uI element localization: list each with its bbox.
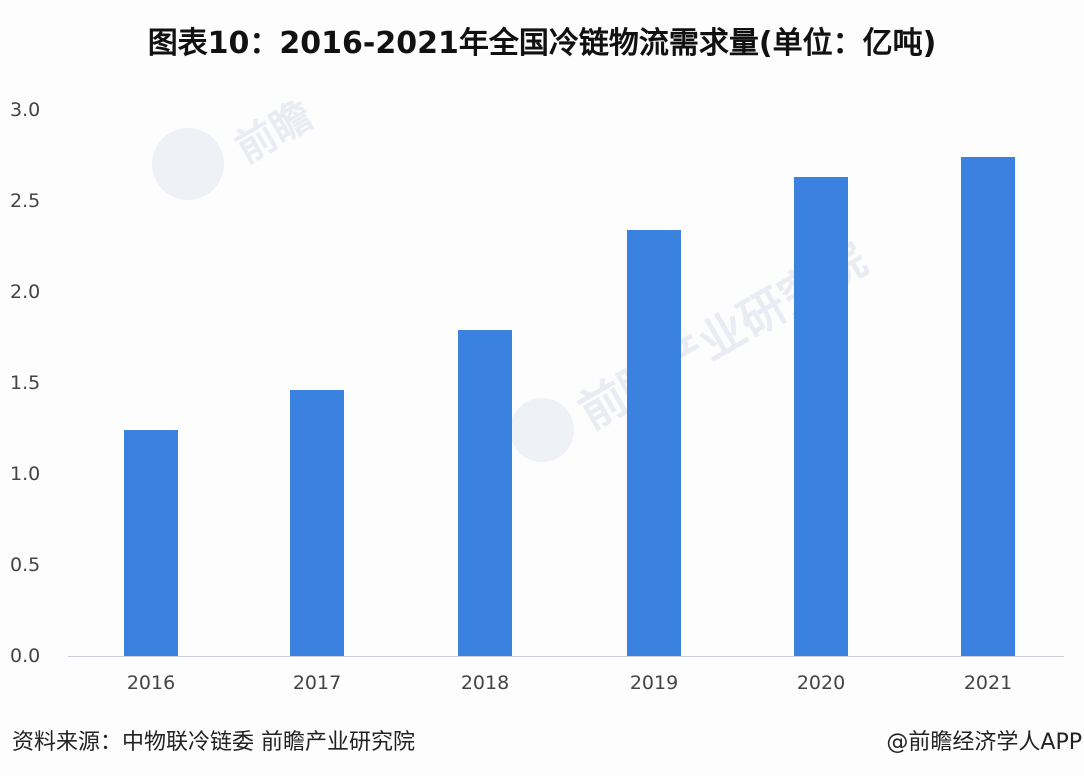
credit-note: @前瞻经济学人APP	[886, 730, 1082, 755]
chart-title: 图表10：2016-2021年全国冷链物流需求量(单位：亿吨)	[147, 26, 937, 61]
y-tick-label: 1.0	[10, 463, 41, 485]
x-tick-label: 2019	[629, 672, 679, 694]
y-tick-label: 0.0	[10, 645, 41, 667]
x-axis-line	[68, 656, 1064, 657]
bar-2018	[458, 330, 512, 656]
watermark-logo-text: 前瞻	[227, 92, 321, 173]
bar-2021	[961, 157, 1015, 656]
y-tick-label: 0.5	[10, 554, 41, 576]
bar-2020	[794, 177, 848, 656]
y-tick-label: 2.5	[10, 190, 41, 212]
bar-2016	[124, 430, 178, 656]
x-tick-label: 2020	[796, 672, 846, 694]
y-tick-label: 3.0	[10, 99, 41, 121]
watermark-logo-icon-2	[510, 398, 574, 462]
bar-2019	[627, 230, 681, 656]
source-note: 资料来源：中物联冷链委 前瞻产业研究院	[12, 730, 415, 755]
bar-2017	[290, 390, 344, 656]
x-tick-label: 2018	[460, 672, 510, 694]
x-tick-label: 2016	[126, 672, 176, 694]
y-tick-label: 1.5	[10, 372, 41, 394]
x-tick-label: 2017	[292, 672, 342, 694]
x-tick-label: 2021	[963, 672, 1013, 694]
y-tick-label: 2.0	[10, 281, 41, 303]
watermark-logo-icon	[152, 128, 224, 200]
